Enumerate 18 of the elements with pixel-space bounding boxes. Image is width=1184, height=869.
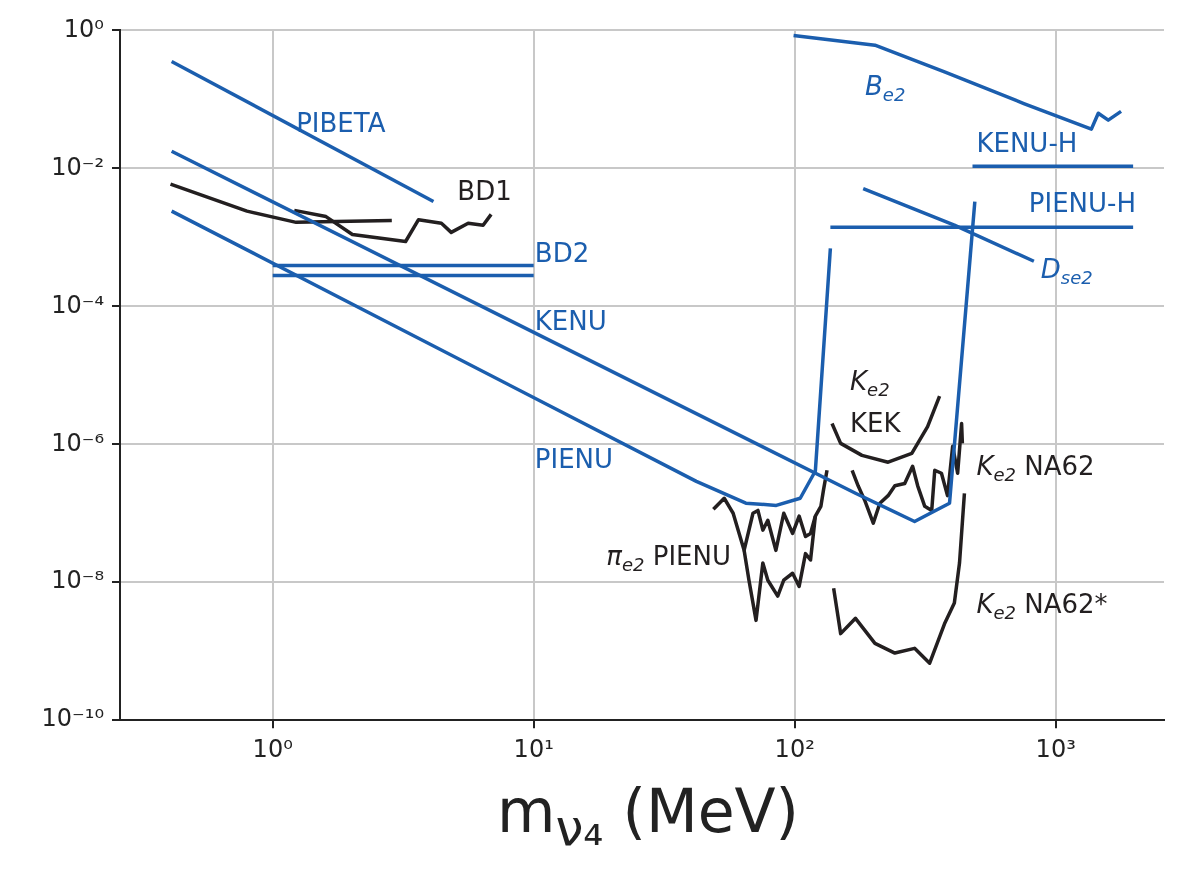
y-tick-label: 10⁻⁸ <box>51 566 104 595</box>
series-label: KENU-H <box>976 128 1078 159</box>
series-label: PIBETA <box>296 108 386 139</box>
y-tick-label: 10⁻¹⁰ <box>41 704 104 733</box>
y-tick-label: 10⁻² <box>51 152 104 181</box>
y-tick-label: 10⁻⁴ <box>51 290 104 319</box>
series-label: BD2 <box>534 238 590 268</box>
x-tick-label: 10³ <box>1035 734 1076 763</box>
y-tick-label: 10⁻⁶ <box>51 428 104 457</box>
series-label: PIENU <box>534 443 614 474</box>
x-axis-title: m$_{ν₄}$ (MeV) <box>495 775 801 859</box>
x-tick-label: 10¹ <box>513 734 554 763</box>
x-tick-label: 10⁰ <box>252 734 293 763</box>
x-tick-label: 10² <box>774 734 815 763</box>
y-tick-label: 10⁰ <box>63 14 104 43</box>
series-label: BD1 <box>457 176 512 207</box>
series-label: PIENU-H <box>1028 188 1137 219</box>
series-label: KENU <box>534 305 607 336</box>
